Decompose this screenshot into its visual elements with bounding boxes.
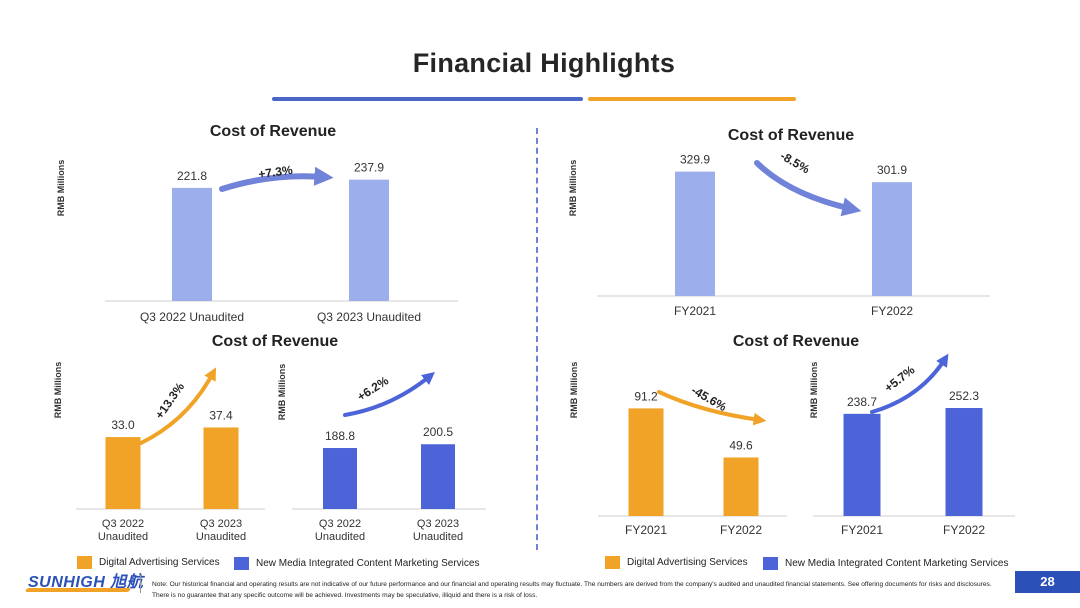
- x-tick-label: FY2021: [841, 523, 883, 537]
- legend-swatch-newmedia: [234, 557, 249, 570]
- logo-swoosh: [24, 588, 132, 592]
- change-label: -8.5%: [778, 149, 812, 177]
- value-label: 37.4: [209, 408, 233, 422]
- bar-q3-total-2: [349, 179, 389, 301]
- x-tick-label: Q3 2023 Unaudited: [196, 518, 246, 543]
- change-arrow: [139, 367, 217, 445]
- x-tick-label: Q3 2023 Unaudited: [413, 518, 463, 543]
- bar-fy-total-2: [872, 182, 912, 296]
- bar-fy-newmedia-1: [843, 413, 881, 516]
- page-title: Financial Highlights: [412, 48, 676, 78]
- legend-item-newmedia-right: New Media Integrated Content Marketing S…: [763, 557, 1008, 570]
- change-arrow: [219, 166, 334, 192]
- value-label: 200.5: [423, 425, 453, 439]
- footer-separator: [140, 575, 141, 593]
- change-label: +7.3%: [257, 163, 293, 182]
- bar-fy-total-1: [675, 171, 715, 296]
- x-tick-label: FY2022: [943, 523, 985, 537]
- legend-label: Digital Advertising Services: [99, 557, 220, 568]
- change-arrow: [343, 371, 435, 417]
- change-arrow: [657, 390, 767, 426]
- bar-fy-digital-1: [628, 408, 664, 516]
- chart-title-fy-total: Cost of Revenue: [727, 127, 855, 144]
- change-arrow: [754, 160, 862, 217]
- company-logo: SUNHIGH 旭航: [28, 574, 144, 591]
- value-label: 91.2: [634, 389, 658, 403]
- value-label: 188.8: [325, 429, 355, 443]
- disclaimer-note: Note: Our historical financial and opera…: [152, 581, 992, 599]
- x-tick-label: Q3 2022 Unaudited: [98, 518, 148, 543]
- legend-label: Digital Advertising Services: [627, 557, 748, 568]
- title-underline-blue: [272, 97, 583, 101]
- value-label: 237.9: [354, 161, 384, 175]
- value-label: 252.3: [949, 389, 979, 403]
- bar-q3-digital-2: [203, 427, 239, 509]
- value-label: 301.9: [877, 163, 907, 177]
- x-tick-label: FY2022: [720, 523, 762, 537]
- bar-q3-total-1: [172, 187, 212, 301]
- value-label: 329.9: [680, 153, 710, 167]
- legend-item-newmedia-left: New Media Integrated Content Marketing S…: [234, 557, 479, 570]
- bar-q3-digital-1: [105, 437, 141, 509]
- legend-item-digital-left: Digital Advertising Services: [77, 556, 220, 569]
- legend-swatch-digital: [77, 556, 92, 569]
- bar-q3-newmedia-2: [421, 444, 455, 509]
- x-tick-label: Q3 2022 Unaudited: [140, 310, 244, 324]
- legend-item-digital-right: Digital Advertising Services: [605, 556, 748, 569]
- chart-title-fy-segments: Cost of Revenue: [732, 333, 860, 350]
- x-tick-label: FY2022: [871, 304, 913, 318]
- value-label: 238.7: [847, 395, 877, 409]
- bar-fy-digital-2: [723, 457, 759, 516]
- bar-fy-newmedia-2: [945, 408, 983, 516]
- title-underline-orange: [588, 97, 796, 101]
- value-label: 49.6: [729, 438, 753, 452]
- page-number: 28: [1015, 571, 1080, 593]
- x-tick-label: FY2021: [625, 523, 667, 537]
- chart-title-q3-segments: Cost of Revenue: [211, 333, 339, 350]
- x-tick-label: Q3 2023 Unaudited: [317, 310, 421, 324]
- legend-label: New Media Integrated Content Marketing S…: [256, 558, 480, 569]
- x-tick-label: FY2021: [674, 304, 716, 318]
- bar-q3-newmedia-1: [323, 448, 357, 509]
- legend-swatch-digital: [605, 556, 620, 569]
- chart-title-q3-total: Cost of Revenue: [209, 123, 337, 140]
- legend-swatch-newmedia: [763, 557, 778, 570]
- value-label: 33.0: [111, 418, 135, 432]
- change-label: +6.2%: [355, 373, 392, 404]
- x-tick-label: Q3 2022 Unaudited: [315, 518, 365, 543]
- change-arrow: [870, 353, 949, 414]
- value-label: 221.8: [177, 169, 207, 183]
- change-label: +5.7%: [882, 363, 918, 395]
- legend-label: New Media Integrated Content Marketing S…: [785, 558, 1009, 569]
- section-divider: [536, 128, 538, 550]
